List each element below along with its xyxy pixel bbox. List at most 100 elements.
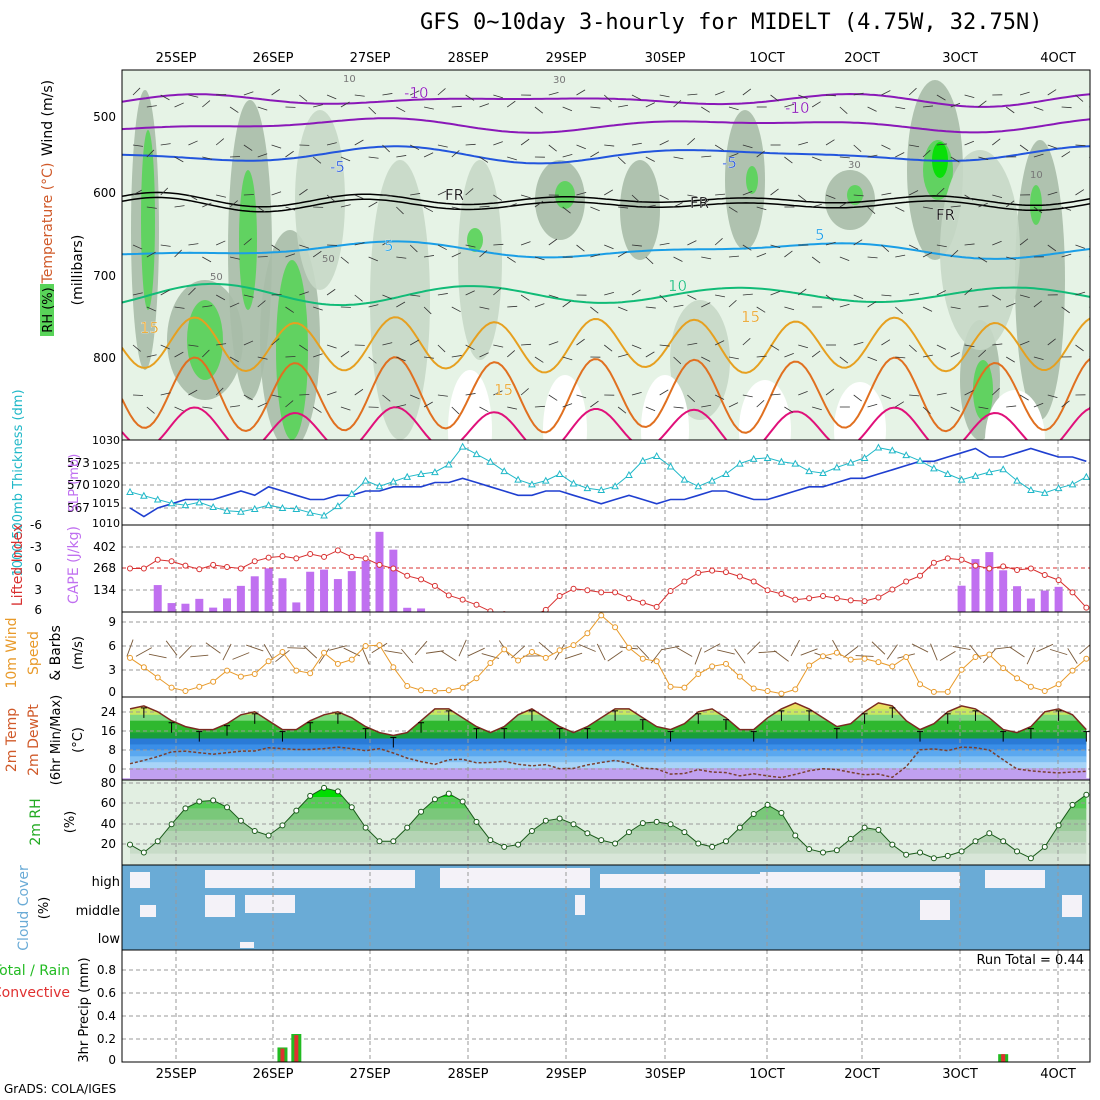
wind10m-speed-point	[653, 658, 660, 665]
wind-barb	[1019, 91, 1030, 96]
lifted-index-point	[598, 589, 605, 596]
thickness-point	[860, 453, 869, 461]
wind-barb	[354, 388, 364, 396]
wind-barb	[604, 292, 615, 296]
rh2m-point	[889, 841, 896, 848]
wind-barb	[506, 350, 516, 358]
ylabel-wind10m-unit: (m/s)	[71, 636, 86, 670]
wind-barb	[798, 94, 808, 99]
wind-barb	[811, 156, 822, 161]
wind-barb	[562, 300, 571, 308]
top-date-label: 3OCT	[942, 51, 978, 66]
wind-barb	[548, 238, 558, 246]
wind-barb	[604, 244, 614, 250]
lifted-index-point	[903, 578, 910, 585]
thickness-point	[680, 475, 689, 483]
lifted-index-point	[556, 593, 563, 600]
wind-barb	[368, 304, 379, 308]
cape-bar	[957, 585, 966, 612]
cloud-gap	[575, 895, 585, 915]
wind-barb	[978, 202, 988, 208]
wind10m-speed-point	[431, 688, 438, 695]
wind-barb	[687, 240, 697, 246]
wind-barb	[423, 255, 434, 258]
thickness-point	[361, 476, 370, 484]
wind-barb	[992, 343, 1003, 346]
wind-barb	[701, 106, 710, 113]
wind-barb	[617, 156, 626, 165]
wind-barb	[188, 140, 198, 146]
temp-contour-label: 15	[494, 381, 513, 399]
rh-dry-area	[985, 390, 1045, 440]
cloud-gap	[205, 895, 235, 917]
wind-barb	[451, 105, 462, 108]
rh2m-tick-label: 80	[101, 776, 116, 790]
cloud-level-label: middle	[76, 904, 120, 919]
wind-barb	[174, 249, 182, 258]
wind-barb	[132, 244, 143, 250]
wind-barb	[881, 339, 891, 346]
wind10m-speed-point	[487, 660, 494, 666]
lifted-index-point	[861, 598, 868, 605]
rh2m-tick-label: 40	[101, 817, 116, 831]
wind10m-barb	[178, 645, 193, 659]
lifted-index-point	[418, 576, 425, 583]
wind-barb	[936, 344, 947, 350]
wind-barb	[645, 351, 655, 358]
thickness-point	[403, 472, 412, 480]
wind-barb	[1005, 106, 1015, 114]
wind-barb	[756, 206, 767, 211]
rh2m-point	[445, 790, 452, 797]
thickness-point	[625, 470, 633, 478]
lifted-index-point	[1027, 565, 1034, 572]
lifted-index-point	[473, 601, 480, 608]
wind10m-speed-point	[334, 660, 341, 667]
temp-contour-label: -5	[330, 158, 345, 176]
lifted-index-point	[431, 582, 438, 589]
precip-bars	[277, 1034, 1009, 1062]
bottom-date-label: 3OCT	[942, 1067, 978, 1082]
wind-barb	[1089, 206, 1090, 208]
wind10m-speed-point	[168, 684, 175, 691]
rh-contour-label: 50	[210, 272, 223, 283]
wind-barb	[1089, 306, 1090, 308]
ylabel-millibars: (millibars)	[70, 235, 86, 306]
ylabel-rh2m: 2m RH	[28, 798, 44, 845]
wind-barb	[673, 406, 684, 409]
cape-bar	[347, 571, 356, 612]
bottom-date-label: 30SEP	[645, 1067, 686, 1082]
wind-barb	[326, 194, 336, 202]
wind-barb	[202, 349, 210, 358]
wind10m-speed-point	[806, 662, 813, 669]
wind10m-speed-point	[639, 655, 646, 662]
wind-barb	[132, 292, 143, 296]
wind-barb	[1019, 238, 1029, 246]
rh2m-point	[542, 817, 549, 824]
wind-barb	[742, 244, 752, 251]
wind-barb	[132, 344, 141, 352]
wind10m-speed-point	[459, 684, 466, 691]
wind-barb	[964, 243, 975, 246]
wind-barb	[1061, 253, 1072, 258]
cape-bar	[403, 607, 412, 612]
wind-barb	[853, 341, 864, 346]
wind-barb	[424, 356, 435, 359]
wind-barb	[964, 344, 975, 348]
wind-barb	[839, 256, 850, 261]
wind-barb	[299, 291, 309, 296]
wind-barb	[1033, 206, 1043, 214]
wind10m-barb	[952, 645, 971, 651]
wind10m-speed-point	[1041, 688, 1048, 695]
wind-barb	[950, 156, 960, 163]
wind10m-speed-point	[473, 675, 480, 682]
lifted-index-point	[307, 551, 314, 557]
wind-barb	[714, 394, 725, 400]
wind-barb	[257, 300, 266, 308]
wind10m-tick-label: 9	[108, 615, 116, 629]
lifted-index-point	[293, 555, 300, 562]
temp-contour-label: -5	[722, 154, 737, 172]
wind-barb	[410, 144, 420, 151]
wind-barb	[257, 356, 268, 360]
wind-barb	[465, 94, 475, 101]
wind-barb	[659, 344, 670, 347]
